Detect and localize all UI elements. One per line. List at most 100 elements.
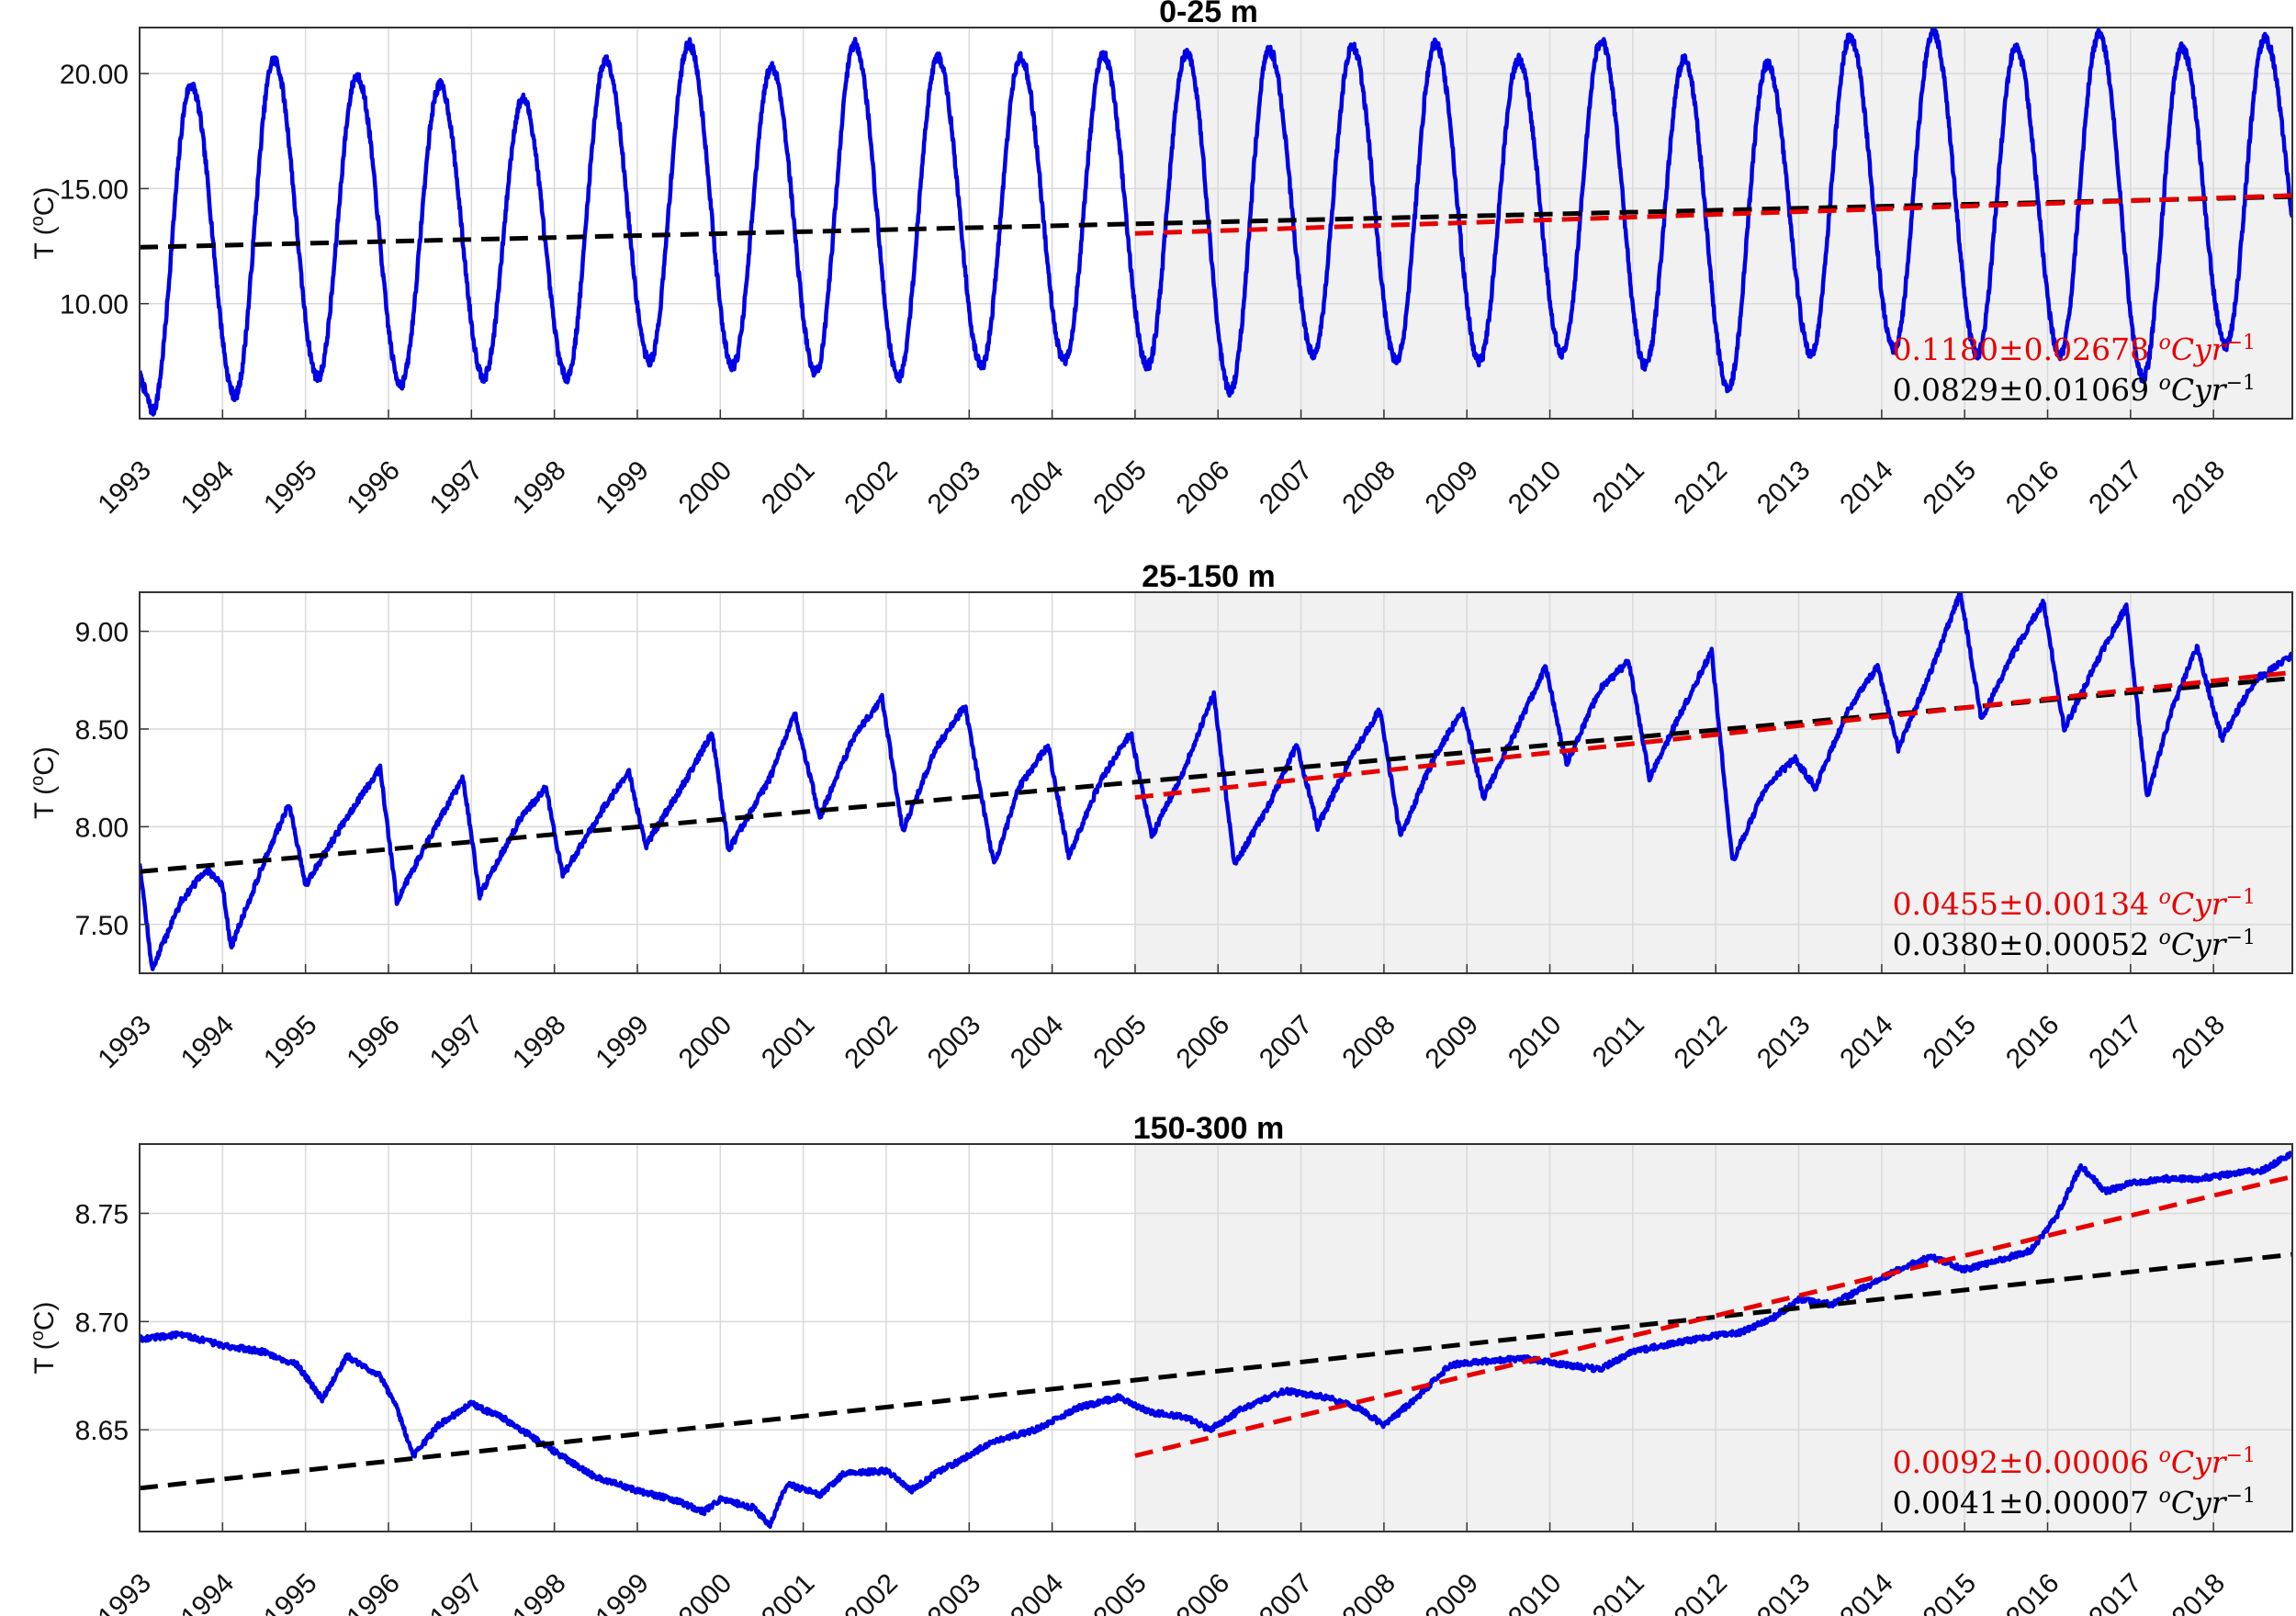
x-tick-label: 1999 bbox=[590, 1568, 655, 1616]
x-tick-label: 2016 bbox=[2000, 455, 2065, 521]
x-tick-label: 2006 bbox=[1171, 455, 1236, 521]
x-tick-label: 2001 bbox=[756, 1568, 821, 1616]
x-tick-label: 2009 bbox=[1420, 455, 1485, 521]
x-tick-label: 2009 bbox=[1420, 1010, 1485, 1075]
trend-annotation-full-period: 0.0380±0.00052 oCyr−1 bbox=[1893, 926, 2256, 963]
panel-title: 0-25 m bbox=[1159, 0, 1258, 29]
y-tick-label: 8.00 bbox=[75, 813, 129, 843]
x-tick-label: 1994 bbox=[175, 1010, 241, 1075]
y-tick-label: 9.00 bbox=[75, 618, 129, 648]
axes-box bbox=[139, 1143, 2293, 1532]
x-tick-label: 2000 bbox=[673, 1010, 738, 1075]
x-tick-label: 2007 bbox=[1254, 455, 1319, 521]
x-tick-label: 2017 bbox=[2083, 1010, 2148, 1075]
trend-annotation-2005-onward: 0.0455±0.00134 oCyr−1 bbox=[1893, 886, 2256, 923]
x-tick-label: 2013 bbox=[1751, 1568, 1817, 1616]
x-tick-label: 2013 bbox=[1751, 1010, 1817, 1075]
x-tick-label: 2003 bbox=[922, 1568, 987, 1616]
x-tick-label: 2005 bbox=[1087, 1010, 1153, 1075]
x-tick-label: 2005 bbox=[1087, 1568, 1153, 1616]
x-tick-label: 1996 bbox=[341, 1010, 406, 1075]
panel-25-150m: 1993 1994 1995 1996 1997 1998 1999 2000 2001 2002… bbox=[28, 559, 2293, 1075]
x-tick-label: 2002 bbox=[838, 1568, 904, 1616]
x-tick-label: 2006 bbox=[1171, 1010, 1236, 1075]
x-tick-label: 2012 bbox=[1669, 1010, 1734, 1075]
x-tick-label: 2002 bbox=[838, 455, 904, 521]
y-tick-label: 15.00 bbox=[60, 174, 129, 205]
x-tick-label: 1997 bbox=[424, 1568, 490, 1616]
trend-line-2005-onward bbox=[1134, 193, 2292, 236]
x-tick-label: 1998 bbox=[507, 455, 572, 521]
x-tick-label: 2017 bbox=[2083, 1568, 2148, 1616]
y-axis-label: T (oC) bbox=[28, 187, 60, 260]
trend-line-2005-onward bbox=[1134, 669, 2292, 800]
x-tick-label: 2004 bbox=[1005, 455, 1070, 521]
panel-title: 150-300 m bbox=[1133, 1111, 1284, 1146]
x-tick-label: 2015 bbox=[1918, 1568, 1983, 1616]
x-tick-label: 2001 bbox=[756, 455, 821, 521]
x-tick-label: 2014 bbox=[1834, 455, 1899, 521]
x-tick-label: 2007 bbox=[1254, 1568, 1319, 1616]
y-tick-label: 7.50 bbox=[75, 911, 129, 941]
y-tick-label: 10.00 bbox=[60, 290, 129, 320]
x-tick-label: 2013 bbox=[1751, 455, 1817, 521]
trend-annotation-2005-onward: 0.1180±0.02678 oCyr−1 bbox=[1893, 331, 2256, 368]
shaded-period bbox=[1134, 28, 2292, 419]
x-tick-label: 2003 bbox=[922, 1010, 987, 1075]
x-tick-label: 1995 bbox=[258, 1010, 323, 1075]
x-tick-label: 2008 bbox=[1336, 1568, 1401, 1616]
axes-box bbox=[139, 591, 2293, 974]
x-tick-label: 1998 bbox=[507, 1010, 572, 1075]
panel-title: 25-150 m bbox=[1142, 559, 1276, 594]
x-tick-label: 2006 bbox=[1171, 1568, 1236, 1616]
temperature-series-line bbox=[140, 1150, 2292, 1530]
x-tick-label: 2005 bbox=[1087, 455, 1153, 521]
panel-150-300m: 1993 1994 1995 1996 1997 1998 1999 2000 2001 2002… bbox=[28, 1111, 2293, 1616]
x-tick-label: 2003 bbox=[922, 455, 987, 521]
x-tick-label: 2011 bbox=[1587, 1568, 1650, 1616]
y-axis-label: T (oC) bbox=[28, 746, 60, 819]
x-tick-label: 2007 bbox=[1254, 1010, 1319, 1075]
x-tick-label: 1993 bbox=[92, 1568, 157, 1616]
x-tick-label: 1999 bbox=[590, 1010, 655, 1075]
panel-0-25m: 1993 1994 1995 1996 1997 1998 1999 2000 2001 2002… bbox=[28, 0, 2293, 521]
x-tick-label: 2001 bbox=[756, 1010, 821, 1075]
x-tick-label: 2012 bbox=[1669, 455, 1734, 521]
x-tick-label: 1994 bbox=[175, 1568, 241, 1616]
x-tick-label: 2004 bbox=[1005, 1010, 1070, 1075]
x-tick-label: 1997 bbox=[424, 1010, 490, 1075]
y-tick-label: 20.00 bbox=[60, 60, 129, 90]
x-tick-label: 2000 bbox=[673, 1568, 738, 1616]
y-tick-label: 8.50 bbox=[75, 715, 129, 746]
x-tick-label: 2011 bbox=[1587, 1010, 1650, 1073]
x-tick-label: 1996 bbox=[341, 1568, 406, 1616]
x-tick-label: 2002 bbox=[838, 1010, 904, 1075]
x-tick-label: 2008 bbox=[1336, 455, 1401, 521]
x-tick-label: 1999 bbox=[590, 455, 655, 521]
x-tick-label: 2016 bbox=[2000, 1568, 2065, 1616]
x-tick-label: 1998 bbox=[507, 1568, 572, 1616]
x-tick-label: 1995 bbox=[258, 1568, 323, 1616]
x-tick-label: 2015 bbox=[1918, 455, 1983, 521]
x-tick-label: 1994 bbox=[175, 455, 241, 521]
x-tick-label: 2015 bbox=[1918, 1010, 1983, 1075]
temperature-series-line bbox=[140, 592, 2292, 971]
x-tick-label: 2004 bbox=[1005, 1568, 1070, 1616]
x-tick-label: 2018 bbox=[2167, 1010, 2232, 1075]
y-tick-label: 8.70 bbox=[75, 1307, 129, 1338]
x-tick-label: 1996 bbox=[341, 455, 406, 521]
x-tick-label: 2010 bbox=[1503, 1010, 1568, 1075]
x-tick-label: 1993 bbox=[92, 455, 157, 521]
x-tick-label: 2012 bbox=[1669, 1568, 1734, 1616]
y-tick-label: 8.75 bbox=[75, 1199, 129, 1229]
x-tick-label: 2017 bbox=[2083, 455, 2148, 521]
y-tick-label: 8.65 bbox=[75, 1416, 129, 1446]
x-tick-label: 2014 bbox=[1834, 1010, 1899, 1075]
trend-annotation-full-period: 0.0041±0.00007 oCyr−1 bbox=[1893, 1485, 2256, 1521]
x-tick-label: 2014 bbox=[1834, 1568, 1899, 1616]
trend-line-full-period bbox=[140, 1251, 2292, 1491]
x-tick-label: 2009 bbox=[1420, 1568, 1485, 1616]
trend-annotation-2005-onward: 0.0092±0.00006 oCyr−1 bbox=[1893, 1444, 2256, 1481]
x-tick-label: 2011 bbox=[1587, 455, 1650, 519]
